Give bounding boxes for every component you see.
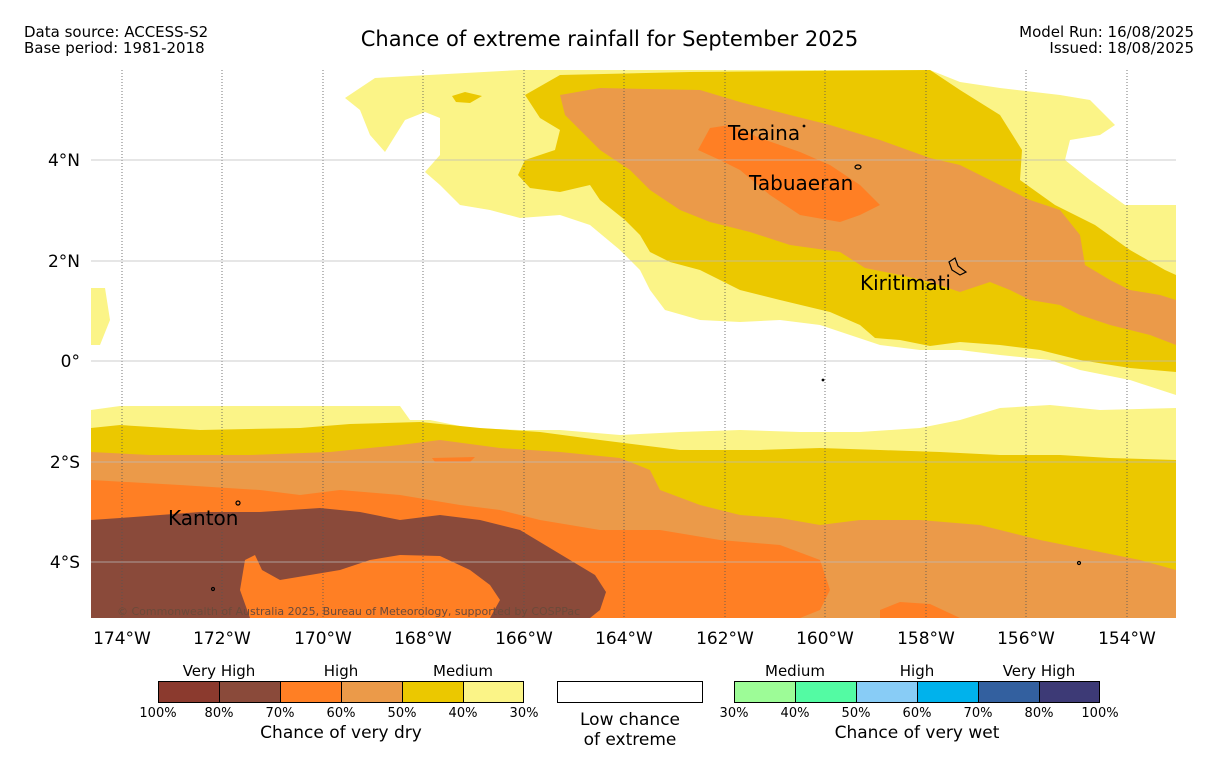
lon-tick-label: 156°W (997, 629, 1055, 649)
legend-dry-tick: 50% (387, 706, 417, 721)
legend-wet-swatch (917, 681, 978, 703)
legend-dry-tick: 80% (204, 706, 234, 721)
lon-tick-label: 158°W (897, 629, 955, 649)
legend-dry-group-label: High (323, 662, 359, 680)
lon-tick-label: 160°W (796, 629, 854, 649)
base-period-label: Base period: 1981-2018 (24, 39, 205, 57)
axis-labels: 4°N 2°N 0° 2°S 4°S 174°W 172°W 170°W 168°W 166°W 1… (48, 151, 1156, 649)
region-north-high-dark (698, 125, 880, 222)
lat-tick-label: 4°N (48, 151, 80, 171)
legend-wet-tick: 100% (1081, 706, 1119, 721)
place-label-kanton: Kanton (168, 506, 238, 530)
copyright-notice: © Commonwealth of Australia 2025, Bureau… (117, 605, 580, 618)
legend-wet-swatch (856, 681, 917, 703)
page-title: Chance of extreme rainfall for September… (360, 27, 859, 51)
data-source-label: Data source: ACCESS-S2 (24, 23, 209, 41)
legend-dry-swatch (158, 681, 219, 703)
legend-wet-swatch (795, 681, 856, 703)
legend-wet-tick: 50% (841, 706, 871, 721)
lon-tick-label: 170°W (294, 629, 352, 649)
legend-low-caption: Low chance of extreme (557, 710, 703, 750)
legend-wet-group-label: High (899, 662, 935, 680)
legend-dry-tick: 70% (265, 706, 295, 721)
place-label-kiritimati: Kiritimati (860, 271, 951, 295)
legend-wet-swatch (734, 681, 795, 703)
legend-dry-swatch (463, 681, 524, 703)
island-small-1 (210, 586, 216, 592)
region-south-small-orange (432, 457, 475, 462)
lon-tick-label: 168°W (394, 629, 452, 649)
legend-dry-group-label: Very High (182, 662, 256, 680)
island-kanton-outline (235, 500, 241, 506)
header-right: Model Run: 16/08/2025 Issued: 18/08/2025 (1019, 24, 1194, 56)
legend-wet-group-label: Medium (765, 662, 825, 680)
island-small-4 (802, 124, 806, 128)
lat-tick-label: 0° (61, 352, 80, 372)
legend-dry-swatch (402, 681, 463, 703)
region-small-north-patch (452, 92, 482, 103)
rainfall-map: Teraina Tabuaeran Kiritimati Kanton © Co… (48, 70, 1176, 649)
legend-wet-tick: 40% (780, 706, 810, 721)
graticule (91, 70, 1176, 618)
legend-dry-swatch (341, 681, 402, 703)
model-run-label: Model Run: 16/08/2025 (1019, 23, 1194, 41)
legend-dry-caption: Chance of very dry (260, 723, 422, 743)
island-kiritimati-outline (948, 257, 968, 276)
island-small-2 (1076, 560, 1082, 566)
lat-tick-label: 2°N (48, 252, 80, 272)
legend-wet-group-label: Very High (1002, 662, 1076, 680)
region-south-high-dark-2 (880, 602, 960, 618)
legend-wet-tick: 30% (719, 706, 749, 721)
legend-dry-group-label: Medium (433, 662, 493, 680)
lon-tick-label: 154°W (1098, 629, 1156, 649)
lon-tick-label: 172°W (193, 629, 251, 649)
legend-wet-caption: Chance of very wet (834, 723, 1000, 743)
legend-dry-tick: 30% (509, 706, 539, 721)
island-tabuaeran-outline (854, 164, 862, 170)
legend-dry-tick: 100% (139, 706, 177, 721)
place-label-tabuaeran: Tabuaeran (748, 171, 853, 195)
map-regions (91, 70, 1176, 618)
lon-tick-label: 174°W (93, 629, 151, 649)
place-label-teraina: Teraina (727, 121, 800, 145)
islands (210, 124, 1082, 592)
legend-wet-tick: 70% (963, 706, 993, 721)
legend-dry-tick: 40% (448, 706, 478, 721)
legend-low-caption-line2: of extreme (583, 730, 677, 750)
legend-wet-swatch (1039, 681, 1100, 703)
island-small-3 (821, 378, 825, 382)
lon-tick-label: 162°W (696, 629, 754, 649)
legend-low-caption-line1: Low chance (580, 710, 680, 730)
lon-tick-label: 164°W (595, 629, 653, 649)
lat-tick-label: 4°S (50, 553, 80, 573)
region-south-high-hole (240, 555, 500, 618)
region-west-patch (91, 288, 110, 345)
legend-dry-swatch (219, 681, 280, 703)
legend-dry-swatch (280, 681, 341, 703)
legend-wet-tick: 60% (902, 706, 932, 721)
legend-dry-tick: 60% (326, 706, 356, 721)
issued-label: Issued: 18/08/2025 (1049, 39, 1194, 57)
legend-wet-tick: 80% (1024, 706, 1054, 721)
lat-tick-label: 2°S (50, 453, 80, 473)
legend-low-swatch (557, 681, 703, 703)
lon-tick-label: 166°W (495, 629, 553, 649)
header-left: Data source: ACCESS-S2 Base period: 1981… (24, 24, 208, 56)
legend-wet-swatch (978, 681, 1039, 703)
